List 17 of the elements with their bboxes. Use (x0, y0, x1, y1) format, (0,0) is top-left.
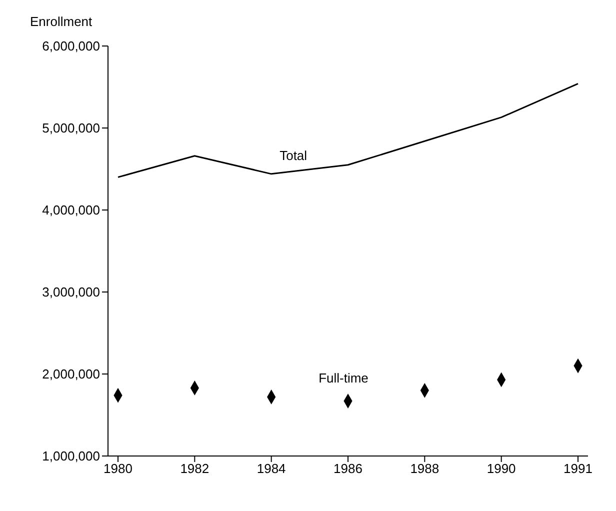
x-tick-label: 1988 (410, 461, 440, 476)
x-tick-label: 1990 (486, 461, 516, 476)
line-series (117, 82, 579, 178)
y-tick-label: 2,000,000 (42, 366, 100, 382)
y-tick-label: 3,000,000 (42, 284, 100, 300)
x-tick-label: 1991 (564, 461, 592, 476)
series-label: Total (280, 148, 308, 163)
y-tick-label: 4,000,000 (42, 202, 100, 218)
y-tick-label: 1,000,000 (42, 448, 100, 464)
y-tick-label: 6,000,000 (42, 38, 100, 54)
y-tick-label: 5,000,000 (42, 120, 100, 136)
x-tick-label: 1986 (334, 461, 362, 476)
x-tick-label: 1980 (104, 461, 132, 476)
x-tick-label: 1984 (256, 461, 286, 476)
x-tick-label: 1982 (180, 461, 210, 476)
series-label: Full-time (318, 370, 368, 386)
y-axis-title: Enrollment (30, 13, 94, 31)
